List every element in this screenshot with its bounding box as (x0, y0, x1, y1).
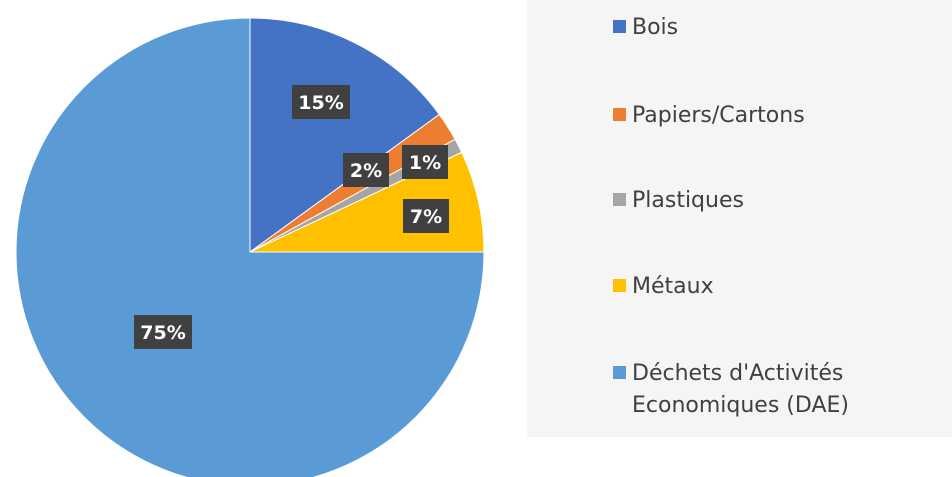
data-label-box-dae (134, 315, 192, 349)
data-label-text-bois: 15% (298, 92, 343, 114)
legend-item-metaux: Métaux (613, 271, 902, 303)
pie-slice-bois (249, 17, 441, 253)
legend: Bois Papiers/Cartons Plastiques Métaux D… (527, 0, 952, 437)
legend-label-metaux: Métaux (632, 274, 714, 299)
legend-swatch-bois (613, 20, 626, 33)
legend-label-plastiques: Plastiques (632, 188, 744, 213)
legend-label-dae: Déchets d'Activités Economiques (DAE) (632, 361, 849, 418)
legend-swatch-metaux (613, 279, 626, 292)
legend-swatch-dae (613, 366, 626, 379)
legend-item-papiers-cartons: Papiers/Cartons (613, 100, 902, 132)
pie-slice-dae (15, 17, 485, 477)
legend-item-dae: Déchets d'Activités Economiques (DAE) (613, 358, 902, 422)
data-label-papiers-cartons: 2% (343, 153, 389, 187)
legend-item-plastiques: Plastiques (613, 185, 902, 217)
data-label-text-dae: 75% (140, 322, 185, 344)
data-label-bois: 15% (292, 85, 350, 119)
data-label-box-metaux (403, 199, 449, 233)
data-label-text-metaux: 7% (410, 206, 442, 228)
data-label-dae: 75% (134, 315, 192, 349)
data-label-box-bois (292, 85, 350, 119)
legend-swatch-plastiques (613, 193, 626, 206)
data-label-metaux: 7% (403, 199, 449, 233)
pie-chart: 15% 2% 1% 7% 75% (15, 17, 485, 477)
data-label-box-plastiques (402, 145, 448, 179)
legend-label-bois: Bois (632, 15, 679, 40)
data-label-text-papiers-cartons: 2% (350, 160, 382, 182)
legend-label-papiers-cartons: Papiers/Cartons (632, 103, 805, 128)
legend-item-bois: Bois (613, 12, 902, 44)
data-label-box-papiers-cartons (343, 153, 389, 187)
data-label-text-plastiques: 1% (409, 152, 441, 174)
data-label-plastiques: 1% (402, 145, 448, 179)
legend-swatch-papiers-cartons (613, 108, 626, 121)
